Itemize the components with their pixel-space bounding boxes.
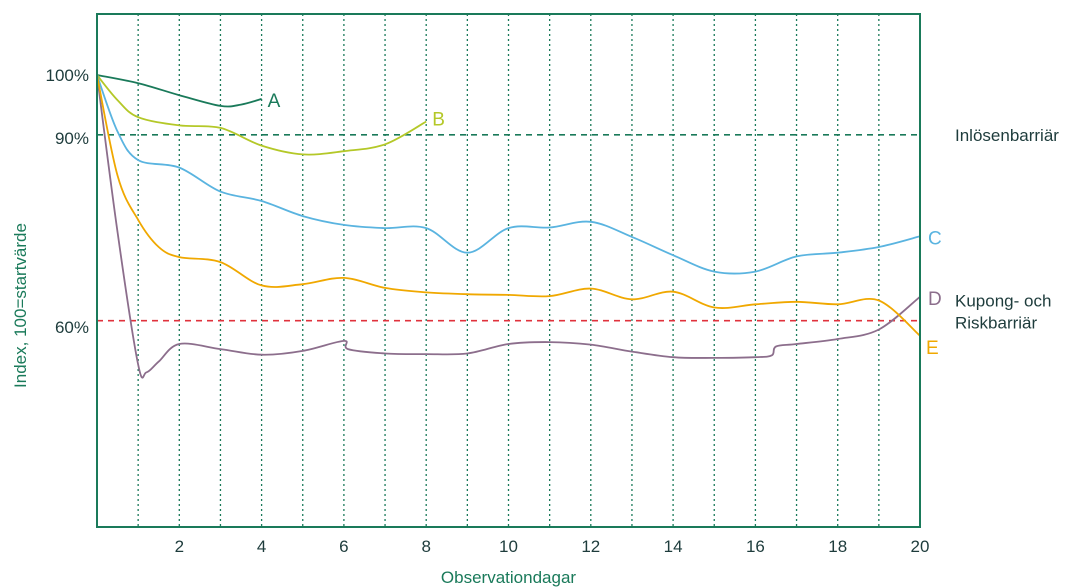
x-tick-label-4: 4 xyxy=(257,537,266,556)
reference-label-2: Kupong- och Riskbarriär xyxy=(955,292,1051,333)
series-lines xyxy=(96,74,921,379)
y-tick-label-100: 100% xyxy=(46,66,89,85)
x-tick-label-12: 12 xyxy=(581,537,600,556)
series-label-a: A xyxy=(268,91,281,112)
x-tick-label-18: 18 xyxy=(828,537,847,556)
x-tick-label-16: 16 xyxy=(746,537,765,556)
y-axis-label: Index, 100=startvärde xyxy=(11,223,30,388)
series-label-b: B xyxy=(432,110,445,131)
x-axis-label: Observationdagar xyxy=(441,568,576,587)
plot-frame xyxy=(96,13,921,528)
x-tick-label-6: 6 xyxy=(339,537,348,556)
axes: 2 4 6 8 10 12 14 16 18 20 100% 90% 60% xyxy=(46,66,930,556)
reference-lines xyxy=(97,134,920,322)
x-tick-label-8: 8 xyxy=(421,537,430,556)
y-tick-label-60: 60% xyxy=(55,318,89,337)
series-label-e: E xyxy=(926,338,939,359)
series-line-d xyxy=(96,74,921,379)
vertical-grid xyxy=(137,14,880,527)
x-tick-label-2: 2 xyxy=(175,537,184,556)
series-line-a xyxy=(96,74,262,108)
series-label-d: D xyxy=(928,289,942,310)
y-tick-label-90: 90% xyxy=(55,129,89,148)
annotations: A B C D E Inlösenbarriär Kupong- och Riskbarriä… xyxy=(268,91,1060,359)
series-line-c xyxy=(96,74,921,275)
x-tick-label-14: 14 xyxy=(664,537,683,556)
x-tick-label-20: 20 xyxy=(911,537,930,556)
x-tick-label-10: 10 xyxy=(499,537,518,556)
series-line-e xyxy=(96,74,921,337)
series-line-b xyxy=(96,74,427,156)
series-label-c: C xyxy=(928,228,942,249)
reference-label-1: Inlösenbarriär xyxy=(955,126,1059,145)
